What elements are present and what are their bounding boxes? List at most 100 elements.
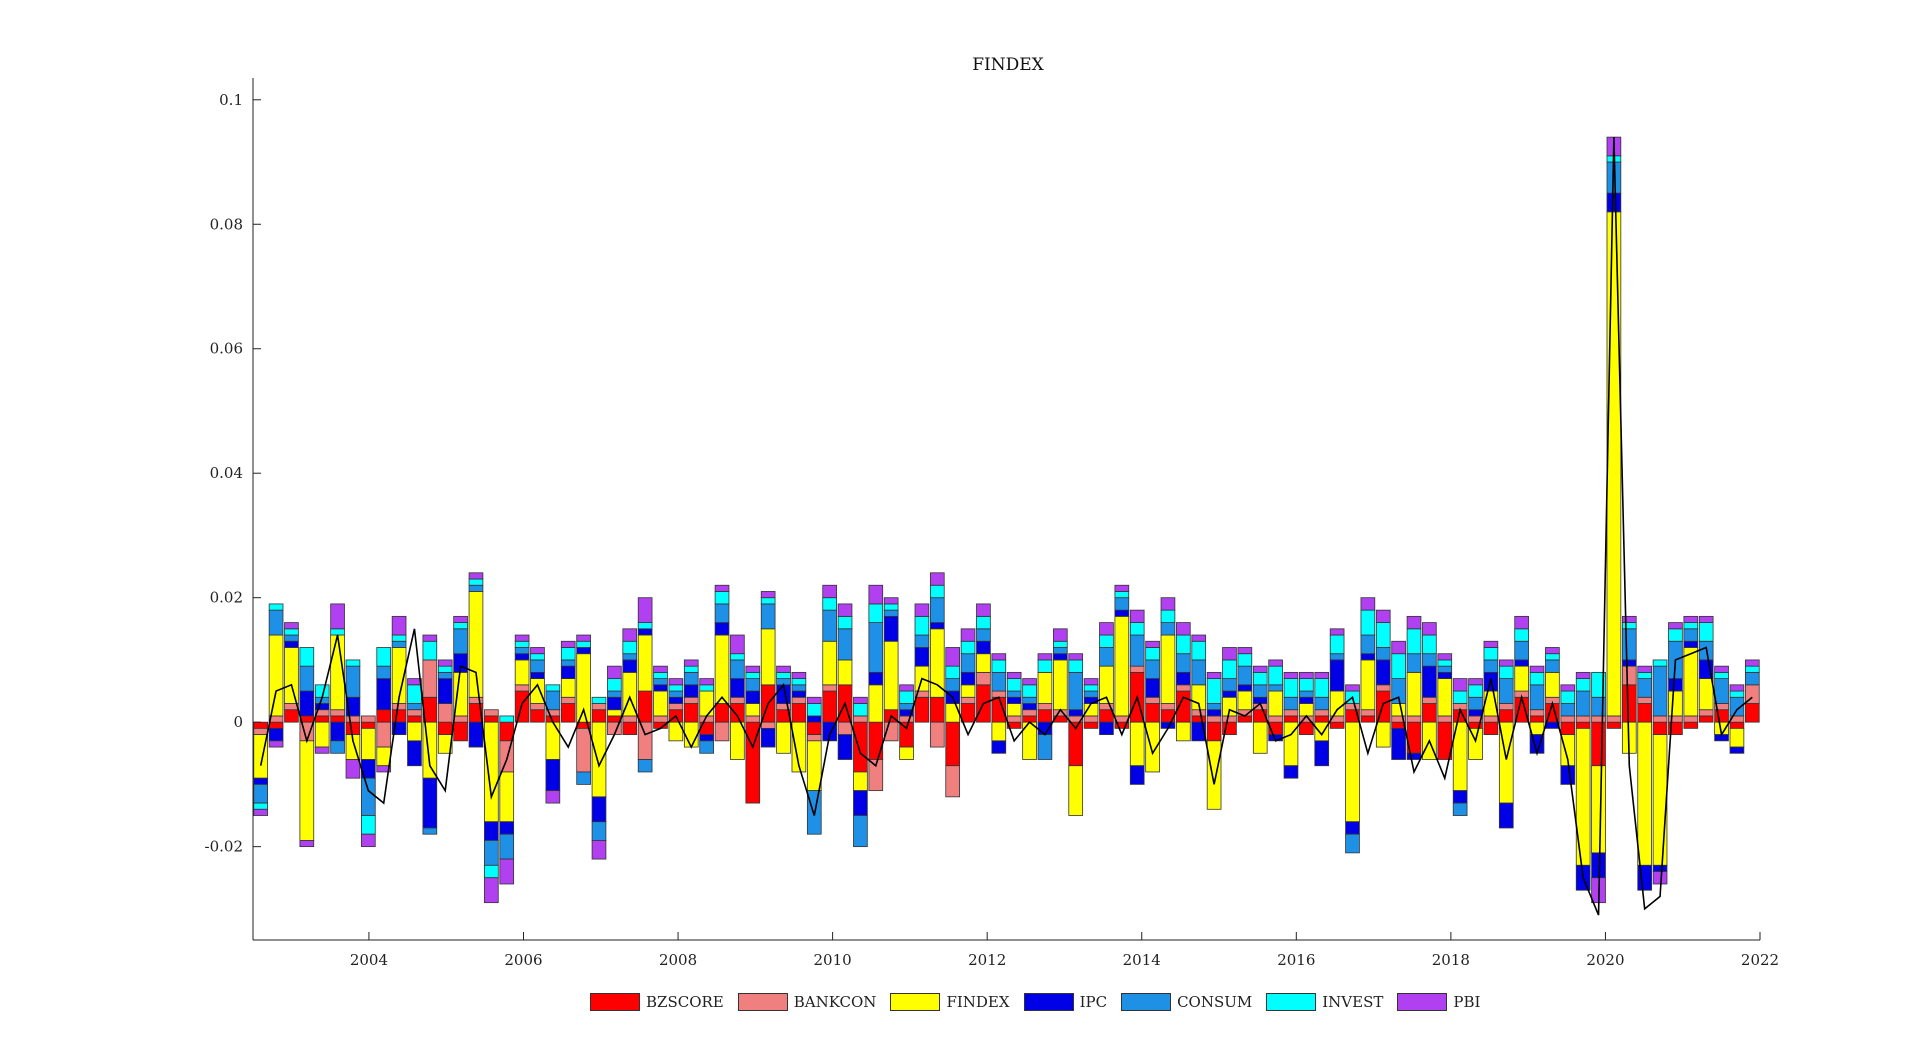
- bar-ipc: [1729, 746, 1745, 754]
- legend-item-pbi: PBI: [1397, 993, 1480, 1011]
- bar-bzscore: [1744, 703, 1760, 723]
- bar-consum: [391, 640, 407, 648]
- bar-ipc: [760, 727, 776, 748]
- bar-ipc: [1406, 752, 1422, 760]
- bar-ipc: [299, 690, 315, 717]
- bar-pbi: [945, 647, 961, 667]
- legend-swatch: [1121, 993, 1172, 1011]
- bar-bankcon: [576, 727, 591, 773]
- bar-bankcon: [853, 715, 868, 723]
- bar-bankcon: [1191, 709, 1207, 717]
- bar-invest: [1252, 671, 1268, 686]
- bar-invest: [1468, 684, 1483, 698]
- bar-bankcon: [929, 721, 945, 748]
- bar-pbi: [1083, 678, 1099, 686]
- bar-bzscore: [1606, 721, 1622, 729]
- bar-pbi: [1452, 678, 1468, 692]
- bar-consum: [345, 665, 361, 698]
- bar-pbi: [545, 790, 561, 804]
- bar-pbi: [1575, 671, 1591, 680]
- bar-invest: [699, 684, 714, 692]
- legend-label: FINDEX: [946, 993, 1010, 1011]
- bar-invest: [899, 690, 914, 704]
- bar-invest: [1114, 591, 1130, 599]
- bar-invest: [1483, 647, 1499, 661]
- bar-pbi: [299, 840, 315, 848]
- bar-invest: [730, 653, 745, 661]
- bar-consum: [1191, 659, 1207, 686]
- legend-item-findex: FINDEX: [890, 993, 1010, 1011]
- bar-findex: [1668, 690, 1683, 717]
- bar-ipc: [530, 671, 545, 680]
- bar-pbi: [576, 634, 591, 642]
- bar-findex: [1206, 740, 1222, 810]
- bar-consum: [914, 634, 930, 648]
- bar-consum: [1237, 665, 1253, 686]
- bar-invest: [637, 622, 653, 630]
- bar-bzscore: [376, 709, 392, 723]
- bar-pbi: [776, 665, 791, 673]
- bar-consum: [1375, 647, 1391, 661]
- bar-pbi: [1422, 622, 1437, 636]
- bar-pbi: [1206, 671, 1222, 680]
- bars-layer: [253, 136, 1760, 904]
- bar-consum: [1483, 659, 1499, 673]
- bar-bzscore: [1575, 721, 1591, 729]
- bar-consum: [1529, 684, 1545, 711]
- bar-pbi: [468, 572, 484, 580]
- chart-title: FINDEX: [972, 55, 1044, 75]
- bar-consum: [1345, 833, 1360, 854]
- bar-consum: [545, 690, 561, 711]
- bar-consum: [453, 628, 468, 655]
- bar-pbi: [514, 634, 530, 642]
- bar-findex: [422, 721, 438, 779]
- bar-pbi: [453, 615, 468, 623]
- bar-consum: [1129, 634, 1145, 667]
- bar-pbi: [683, 659, 699, 667]
- bar-consum: [1714, 678, 1729, 704]
- bar-invest: [453, 622, 468, 630]
- bar-bankcon: [730, 696, 745, 704]
- bar-ipc: [268, 727, 284, 742]
- bar-bankcon: [1606, 715, 1622, 723]
- bar-bzscore: [1083, 721, 1099, 729]
- bar-bankcon: [653, 715, 668, 723]
- axes-layer: -0.02 0 0.02 0.04 0.06 0.08 0.1 2004 2006 2008 201…: [205, 78, 1779, 969]
- bar-invest: [330, 628, 345, 636]
- bar-invest: [1129, 622, 1145, 636]
- bar-pbi: [376, 765, 392, 773]
- bar-pbi: [1191, 634, 1207, 642]
- bar-ipc: [576, 647, 591, 655]
- bar-bankcon: [514, 684, 530, 692]
- bar-invest: [1068, 659, 1084, 673]
- bar-ipc: [730, 678, 745, 698]
- bar-bankcon: [1498, 703, 1514, 711]
- bar-findex: [1160, 634, 1176, 704]
- bar-pbi: [806, 696, 822, 704]
- bar-bankcon: [1129, 665, 1145, 673]
- bar-bankcon: [1560, 715, 1576, 723]
- bar-consum: [330, 740, 345, 754]
- bar-consum: [976, 628, 991, 642]
- bar-pbi: [1498, 659, 1514, 667]
- bar-bankcon: [837, 721, 853, 736]
- bar-bzscore: [407, 715, 422, 723]
- bar-pbi: [730, 634, 745, 655]
- bar-bzscore: [1283, 715, 1299, 723]
- bar-consum: [837, 628, 853, 661]
- bar-bzscore: [437, 721, 453, 736]
- bar-consum: [1498, 678, 1514, 704]
- bar-invest: [1437, 659, 1453, 667]
- bar-bzscore: [945, 721, 961, 767]
- bar-findex: [699, 690, 714, 717]
- bar-invest: [1452, 690, 1468, 704]
- bar-invest: [1744, 665, 1760, 673]
- bar-bankcon: [714, 721, 730, 742]
- bar-ipc: [883, 615, 899, 642]
- bar-consum: [1206, 703, 1222, 711]
- bar-invest: [622, 640, 638, 655]
- bar-pbi: [1345, 684, 1360, 692]
- bar-invest: [1237, 653, 1253, 667]
- bar-consum: [883, 609, 899, 617]
- bar-bankcon: [1375, 684, 1391, 692]
